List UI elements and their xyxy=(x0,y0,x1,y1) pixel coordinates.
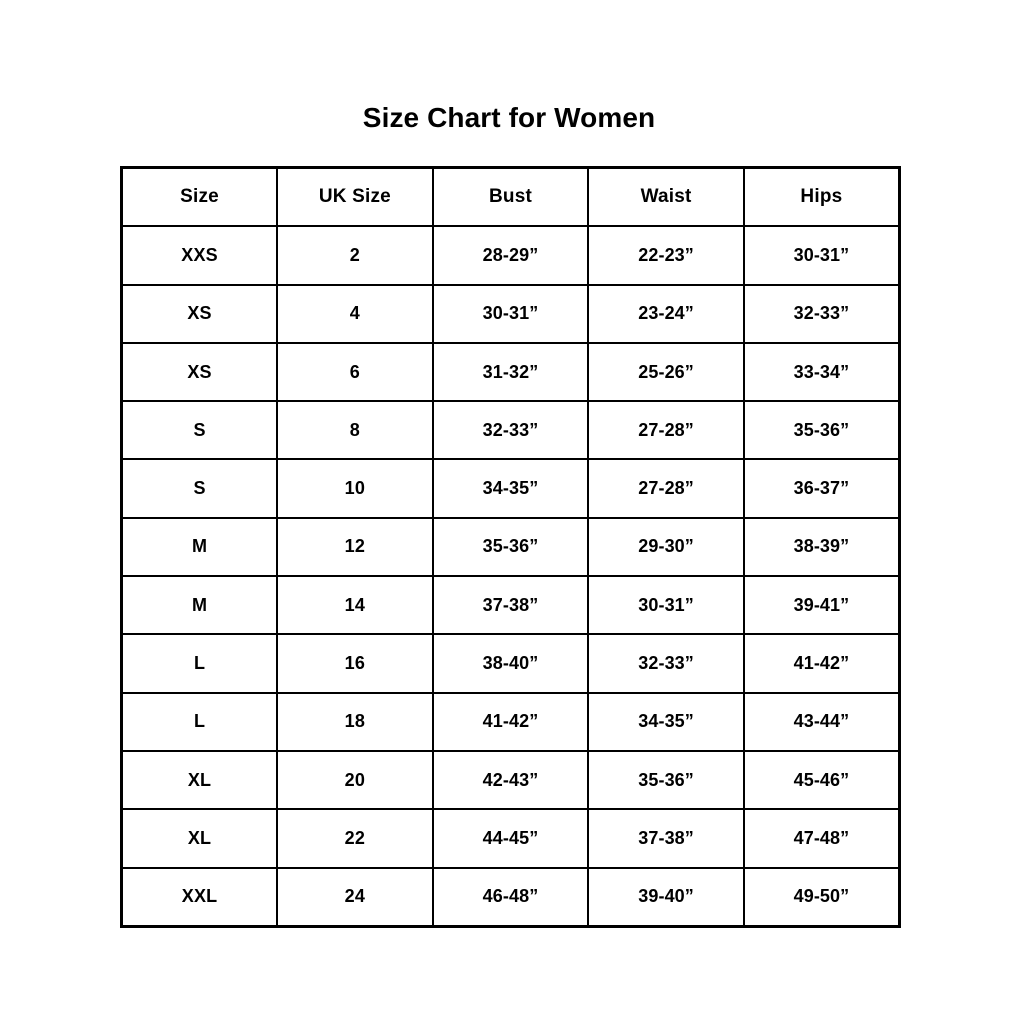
cell-bust: 32-33” xyxy=(431,400,590,461)
cell-bust: 31-32” xyxy=(431,341,590,403)
cell-size: XXL xyxy=(120,866,279,928)
cell-uk-size: 6 xyxy=(276,341,434,403)
column-header-hips: Hips xyxy=(742,166,901,228)
cell-size: M xyxy=(120,516,279,578)
table-row: S 10 34-35” 27-28” 36-37” xyxy=(120,458,901,519)
table-header: Size UK Size Bust Waist Hips xyxy=(120,166,901,228)
cell-bust: 28-29” xyxy=(431,225,590,286)
column-header-uk-size: UK Size xyxy=(276,166,434,228)
cell-hips: 38-39” xyxy=(742,516,901,578)
table-row: L 18 41-42” 34-35” 43-44” xyxy=(120,691,901,752)
cell-size: L xyxy=(120,691,279,752)
cell-size: XS xyxy=(120,341,279,403)
column-header-waist: Waist xyxy=(587,166,745,228)
size-chart-table: Size UK Size Bust Waist Hips XXS 2 28-29… xyxy=(120,166,901,928)
cell-size: S xyxy=(120,400,279,461)
column-header-bust: Bust xyxy=(431,166,590,228)
cell-size: M xyxy=(120,575,279,636)
cell-hips: 30-31” xyxy=(742,225,901,286)
cell-bust: 37-38” xyxy=(431,575,590,636)
table-row: XL 22 44-45” 37-38” 47-48” xyxy=(120,808,901,869)
cell-uk-size: 12 xyxy=(276,516,434,578)
cell-waist: 37-38” xyxy=(587,808,745,869)
column-header-size: Size xyxy=(120,166,279,228)
cell-waist: 23-24” xyxy=(587,283,745,344)
cell-uk-size: 24 xyxy=(276,866,434,928)
cell-size: XL xyxy=(120,808,279,869)
cell-hips: 35-36” xyxy=(742,400,901,461)
cell-bust: 42-43” xyxy=(431,749,590,811)
cell-waist: 39-40” xyxy=(587,866,745,928)
cell-waist: 29-30” xyxy=(587,516,745,578)
cell-uk-size: 10 xyxy=(276,458,434,519)
cell-hips: 39-41” xyxy=(742,575,901,636)
table-row: XL 20 42-43” 35-36” 45-46” xyxy=(120,749,901,811)
table-row: XS 4 30-31” 23-24” 32-33” xyxy=(120,283,901,344)
cell-waist: 32-33” xyxy=(587,633,745,694)
cell-bust: 30-31” xyxy=(431,283,590,344)
cell-uk-size: 16 xyxy=(276,633,434,694)
table-row: XXS 2 28-29” 22-23” 30-31” xyxy=(120,225,901,286)
cell-hips: 49-50” xyxy=(742,866,901,928)
cell-size: XS xyxy=(120,283,279,344)
cell-waist: 27-28” xyxy=(587,458,745,519)
cell-waist: 34-35” xyxy=(587,691,745,752)
cell-uk-size: 14 xyxy=(276,575,434,636)
table-row: L 16 38-40” 32-33” 41-42” xyxy=(120,633,901,694)
cell-size: S xyxy=(120,458,279,519)
cell-waist: 30-31” xyxy=(587,575,745,636)
cell-size: L xyxy=(120,633,279,694)
cell-bust: 46-48” xyxy=(431,866,590,928)
cell-uk-size: 4 xyxy=(276,283,434,344)
table-header-row: Size UK Size Bust Waist Hips xyxy=(120,166,901,228)
cell-bust: 38-40” xyxy=(431,633,590,694)
cell-hips: 43-44” xyxy=(742,691,901,752)
table-body: XXS 2 28-29” 22-23” 30-31” XS 4 30-31” 2… xyxy=(120,225,901,928)
size-chart-table-container: Size UK Size Bust Waist Hips XXS 2 28-29… xyxy=(120,166,901,928)
cell-waist: 27-28” xyxy=(587,400,745,461)
cell-size: XL xyxy=(120,749,279,811)
cell-hips: 36-37” xyxy=(742,458,901,519)
cell-waist: 22-23” xyxy=(587,225,745,286)
table-row: S 8 32-33” 27-28” 35-36” xyxy=(120,400,901,461)
table-row: M 12 35-36” 29-30” 38-39” xyxy=(120,516,901,578)
table-row: XS 6 31-32” 25-26” 33-34” xyxy=(120,341,901,403)
cell-uk-size: 22 xyxy=(276,808,434,869)
cell-uk-size: 8 xyxy=(276,400,434,461)
cell-hips: 41-42” xyxy=(742,633,901,694)
cell-bust: 41-42” xyxy=(431,691,590,752)
page-title: Size Chart for Women xyxy=(362,102,656,133)
cell-hips: 33-34” xyxy=(742,341,901,403)
cell-hips: 45-46” xyxy=(742,749,901,811)
table-row: M 14 37-38” 30-31” 39-41” xyxy=(120,575,901,636)
cell-uk-size: 18 xyxy=(276,691,434,752)
cell-size: XXS xyxy=(120,225,279,286)
table-row: XXL 24 46-48” 39-40” 49-50” xyxy=(120,866,901,928)
cell-bust: 35-36” xyxy=(431,516,590,578)
cell-uk-size: 2 xyxy=(276,225,434,286)
cell-waist: 25-26” xyxy=(587,341,745,403)
cell-uk-size: 20 xyxy=(276,749,434,811)
cell-bust: 34-35” xyxy=(431,458,590,519)
cell-hips: 47-48” xyxy=(742,808,901,869)
cell-waist: 35-36” xyxy=(587,749,745,811)
cell-hips: 32-33” xyxy=(742,283,901,344)
cell-bust: 44-45” xyxy=(431,808,590,869)
